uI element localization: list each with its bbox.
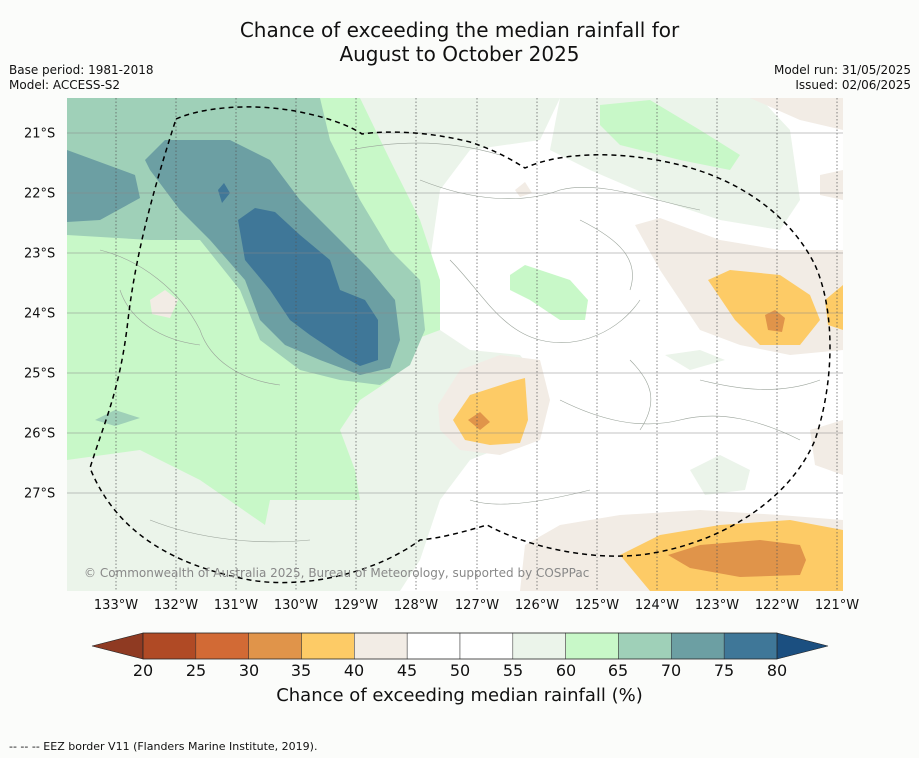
base-period-label: Base period: 1981-2018 [9, 63, 154, 77]
contour-40-45-ne [750, 98, 843, 130]
colorbar-tick: 80 [766, 661, 788, 680]
eez-border [89, 106, 831, 584]
colorbar-tick: 25 [185, 661, 207, 680]
model-run-label: Model run: 31/05/2025 [773, 63, 911, 77]
colorbar-segment [301, 632, 355, 660]
colorbar-tick: 35 [290, 661, 312, 680]
map-title-line1: Chance of exceeding the median rainfall … [239, 18, 680, 42]
contour-70-75 [67, 150, 140, 222]
contour-lines [99, 142, 821, 543]
contour-60-65-c [510, 265, 588, 320]
model-label: Model: ACCESS-S2 [9, 78, 121, 92]
colorbar-segment [565, 632, 619, 660]
map-area: © Commonwealth of Australia 2025, Bureau… [67, 98, 843, 591]
lat-label: 27°S [24, 486, 56, 502]
colorbar-tick: 50 [449, 661, 471, 680]
eez-footer-note: -- -- -- EEZ border V11 (Flanders Marine… [9, 740, 318, 753]
colorbar-label: Chance of exceeding median rainfall (%) [276, 685, 643, 706]
copyright-text: © Commonwealth of Australia 2025, Bureau… [84, 566, 589, 580]
contour-55-60-e [690, 455, 750, 495]
colorbar-tick: 65 [607, 661, 629, 680]
colorbar-tick: 30 [238, 661, 260, 680]
contour-40-45-e3 [810, 420, 843, 475]
lon-label: 131°W [213, 598, 259, 613]
colorbar-tick: 55 [502, 661, 524, 680]
colorbar-tick: 20 [132, 661, 154, 680]
colorbar-segment [512, 632, 566, 660]
lat-label: 25°S [24, 366, 56, 382]
contour-30-35-e [765, 310, 785, 332]
issued-label: Issued: 02/06/2025 [795, 78, 911, 92]
meta-right: Model run: 31/05/2025 Issued: 02/06/2025 [774, 63, 911, 93]
colorbar-low-extend [91, 632, 144, 660]
meta-left: Base period: 1981-2018 Model: ACCESS-S2 [9, 63, 154, 93]
colorbar-segment [406, 632, 461, 660]
colorbar-segment [671, 632, 725, 660]
lat-label: 22°S [24, 186, 56, 202]
contour-60-65-n [600, 100, 740, 170]
contour-40-45-ne2 [820, 170, 843, 200]
contour-65-70-w [95, 410, 140, 426]
lon-label: 132°W [153, 598, 199, 613]
colorbar-segment [248, 632, 302, 660]
colorbar-segment [723, 632, 778, 660]
colorbar-tick: 45 [396, 661, 418, 680]
lat-label: 23°S [24, 246, 56, 262]
lon-label: 133°W [93, 598, 139, 613]
lon-label: 121°W [814, 598, 860, 613]
colorbar-outline [142, 632, 778, 660]
colorbar-high-extend [776, 632, 829, 660]
contour-35-40-e2 [825, 285, 843, 330]
colorbar-segments [142, 632, 778, 660]
contour-55-60-e2 [665, 350, 725, 370]
colorbar-segment [618, 632, 672, 660]
colorbar [91, 632, 829, 660]
colorbar-segment [142, 632, 197, 660]
colorbar-tick: 75 [713, 661, 735, 680]
graticule-lat [67, 132, 843, 494]
contour-35-40-c [453, 378, 528, 445]
lon-label: 127°W [454, 598, 500, 613]
map-title-line2: August to October 2025 [339, 42, 580, 66]
lon-label: 124°W [634, 598, 680, 613]
lon-label: 129°W [333, 598, 379, 613]
map-title: Chance of exceeding the median rainfall … [0, 18, 919, 66]
colorbar-tick: 70 [660, 661, 682, 680]
colorbar-segment [354, 632, 408, 660]
colorbar-segment [459, 632, 514, 660]
contour-30-35-se [668, 540, 806, 577]
colorbar-tick: 60 [555, 661, 577, 680]
contour-30-35-c [468, 412, 490, 430]
contour-75-80 [238, 208, 378, 366]
lat-label: 21°S [24, 126, 56, 142]
contour-40-45-w [150, 290, 178, 318]
graticule [115, 98, 838, 591]
lon-label: 130°W [273, 598, 319, 613]
lat-label: 26°S [24, 426, 56, 442]
lon-label: 126°W [514, 598, 560, 613]
lon-label: 122°W [754, 598, 800, 613]
contour-35-40-e [708, 270, 820, 345]
lat-label: 24°S [24, 306, 56, 322]
lon-label: 125°W [574, 598, 620, 613]
lon-label: 128°W [393, 598, 439, 613]
colorbar-tick: 40 [343, 661, 365, 680]
colorbar-segment [195, 632, 249, 660]
lon-label: 123°W [694, 598, 740, 613]
